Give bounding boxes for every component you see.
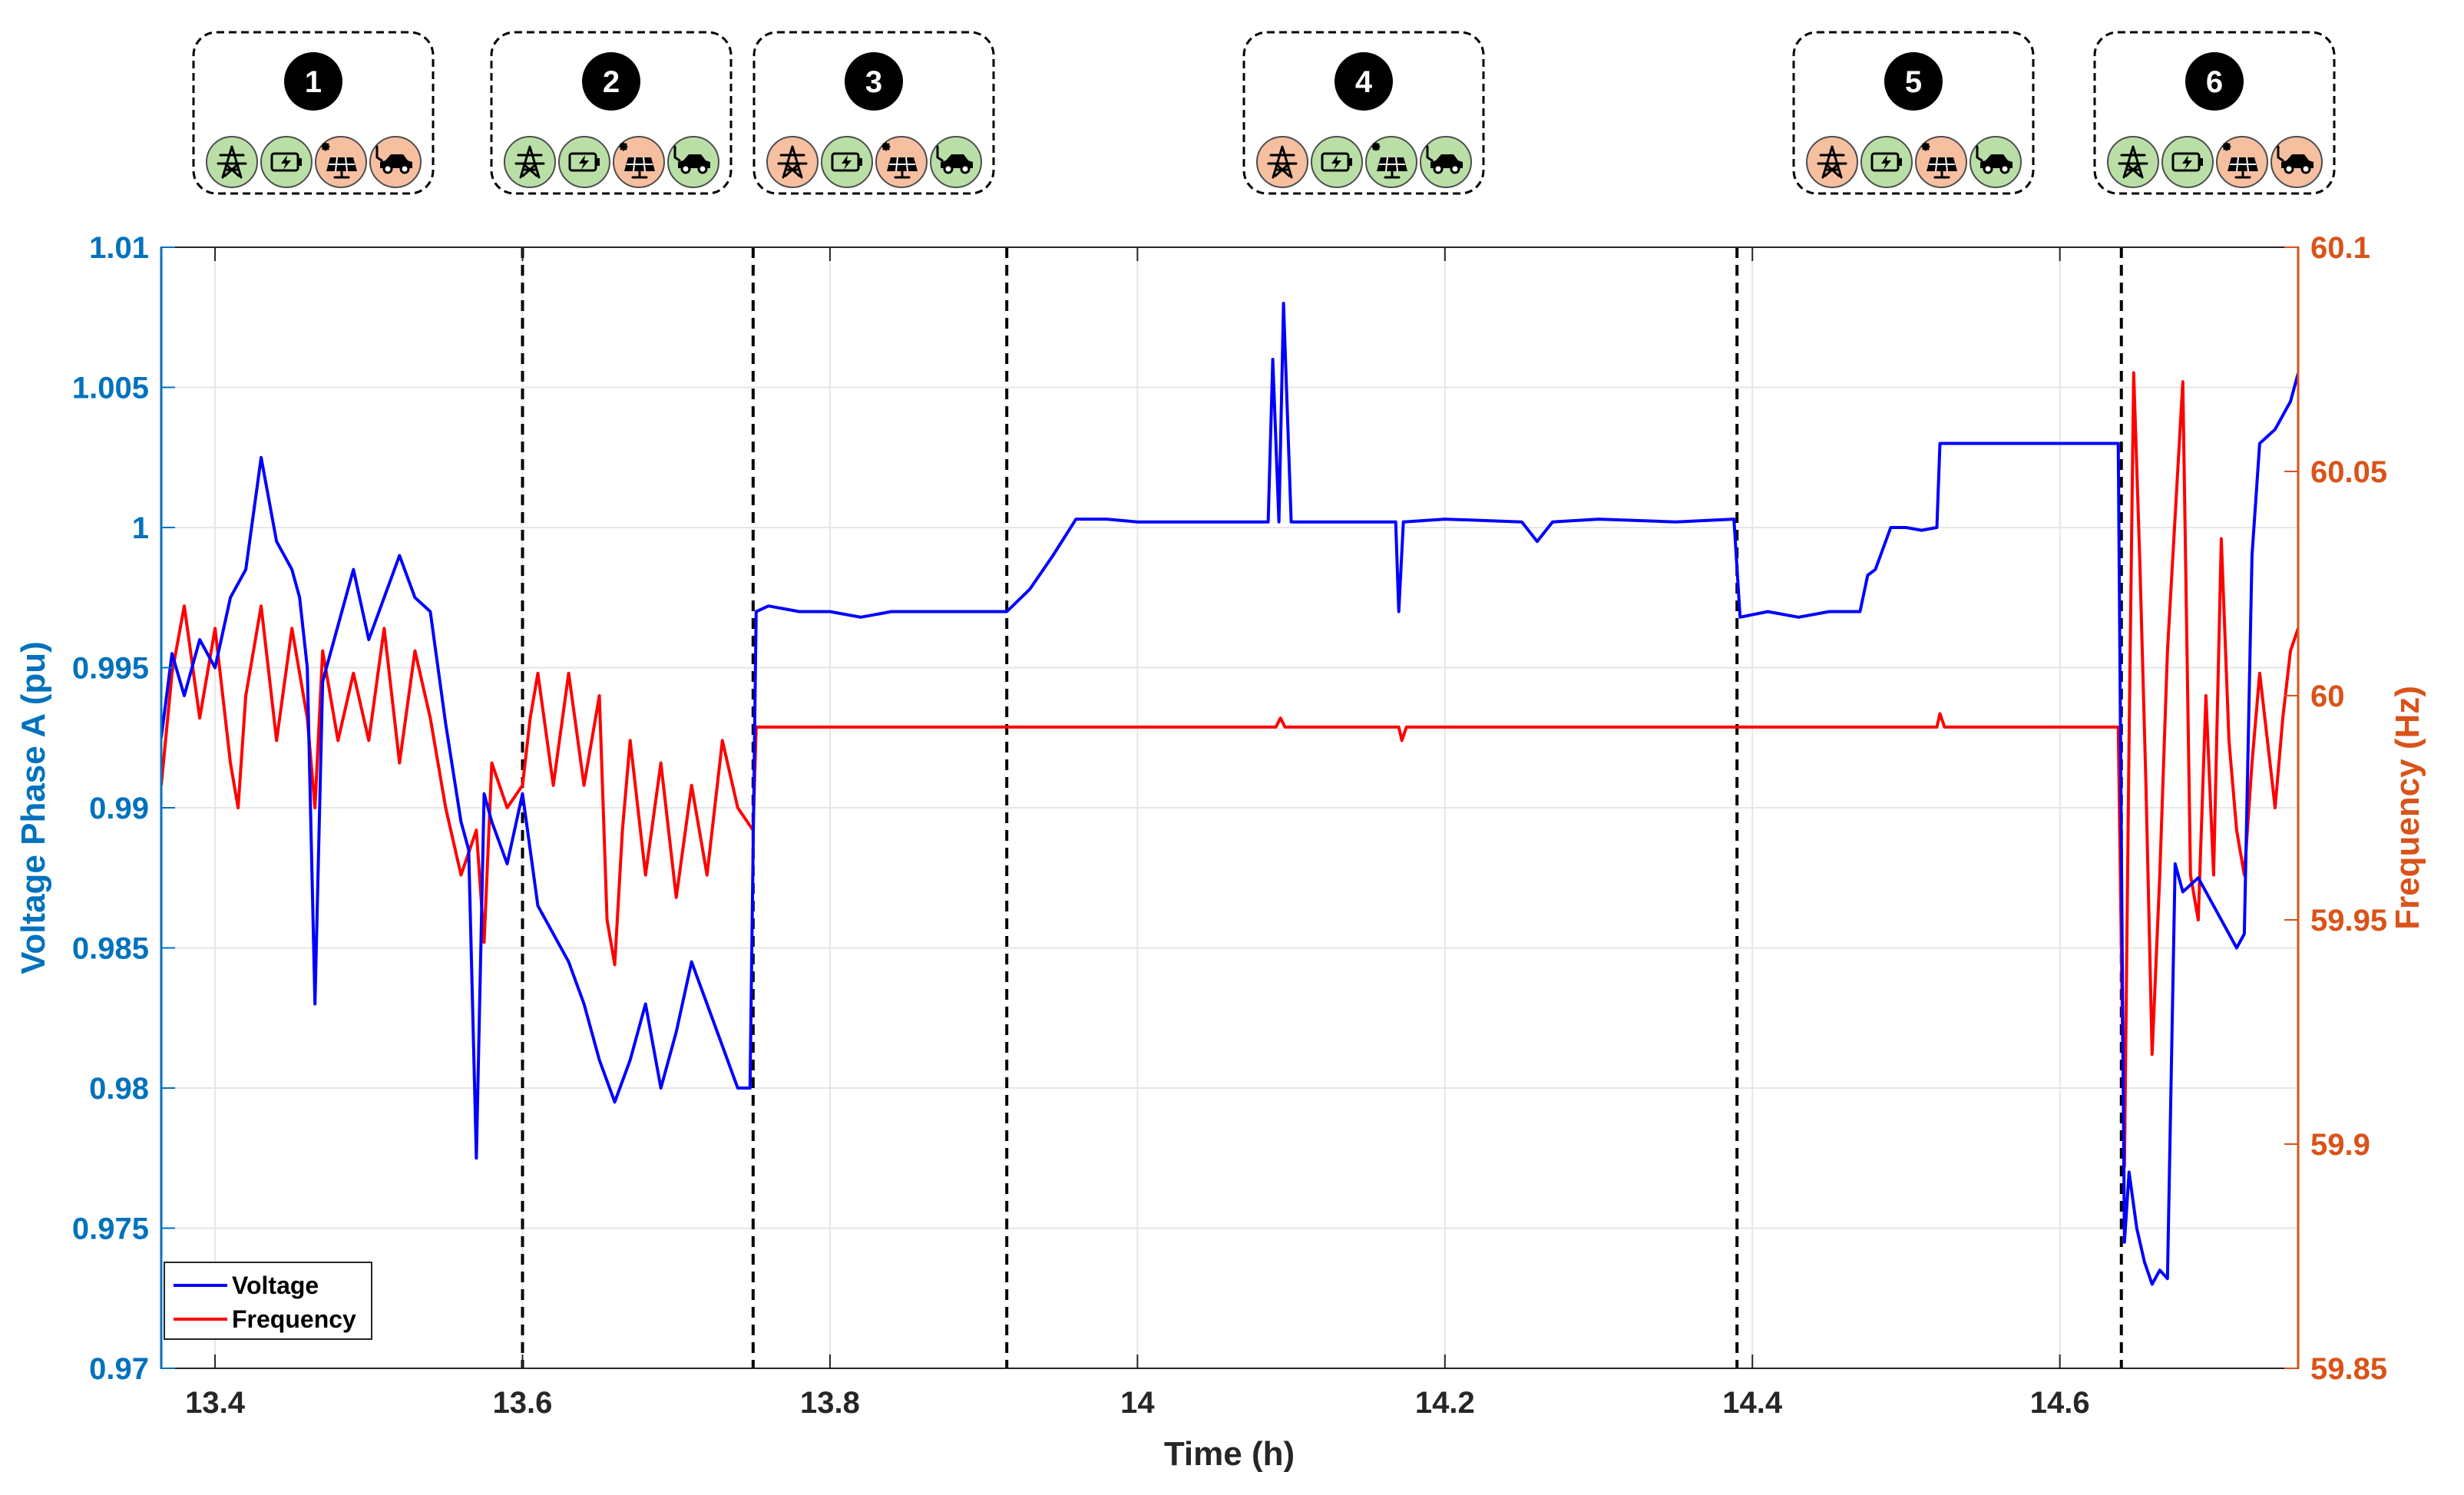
y-left-axis-label: Voltage Phase A (pu) <box>15 641 52 974</box>
phase-box-4: 4 <box>1242 31 1485 195</box>
legend-voltage-label: Voltage <box>232 1272 319 1299</box>
y-left-axis-ticks: 0.97 0.975 0.98 0.985 0.99 0.995 1 1.005 1.01 <box>72 231 175 1386</box>
series-voltage-line <box>161 302 2298 1286</box>
y-right-tick-label-4: 60.05 <box>2310 455 2387 489</box>
grid-tower-icon <box>2107 136 2159 188</box>
x-tick-label-2: 13.8 <box>800 1386 860 1420</box>
x-tick-label-3: 14 <box>1120 1386 1155 1420</box>
x-tick-label-6: 14.6 <box>2030 1386 2090 1420</box>
y-right-tick-label-0: 59.85 <box>2310 1352 2387 1386</box>
battery-icon <box>2161 136 2214 188</box>
solar-panel-icon <box>875 136 928 188</box>
ev-car-icon <box>2271 136 2323 188</box>
x-tick-label-1: 13.6 <box>493 1386 553 1420</box>
y-left-tick-label-0: 0.97 <box>89 1352 149 1386</box>
y-left-tick-label-4: 0.99 <box>89 792 149 825</box>
y-right-tick-label-5: 60.1 <box>2310 231 2370 265</box>
series-layer <box>161 302 2298 1286</box>
battery-icon <box>821 136 873 188</box>
x-tick-label-0: 13.4 <box>185 1386 246 1420</box>
phase-number-5: 5 <box>1905 65 1922 99</box>
phase-number-badge-5 <box>1884 52 1943 111</box>
solar-panel-icon <box>2216 136 2268 188</box>
legend: Voltage Frequency <box>164 1262 372 1340</box>
y-left-tick-label-7: 1.005 <box>72 372 149 405</box>
phase-box-3: 3 <box>752 31 995 195</box>
ev-car-icon <box>369 136 422 188</box>
y-left-tick-label-8: 1.01 <box>89 231 149 265</box>
phase-number-2: 2 <box>603 65 620 99</box>
legend-box <box>164 1262 372 1340</box>
battery-icon <box>1311 136 1363 188</box>
grid-tower-icon <box>766 136 819 188</box>
phase-number-badge-3 <box>845 52 903 111</box>
solar-panel-icon <box>1365 136 1417 188</box>
phase-number-1: 1 <box>305 65 322 99</box>
grid-tower-icon <box>1256 136 1308 188</box>
ev-car-icon <box>1970 136 2022 188</box>
grid-tower-icon <box>1806 136 1858 188</box>
y-right-axis-label: Frequency (Hz) <box>2389 686 2426 930</box>
solar-panel-icon <box>613 136 665 188</box>
ev-car-icon <box>667 136 719 188</box>
x-axis-label: Time (h) <box>1164 1435 1295 1473</box>
phase-number-3: 3 <box>865 65 882 99</box>
y-left-tick-label-5: 0.995 <box>72 652 149 686</box>
x-tick-label-5: 14.4 <box>1722 1386 1783 1420</box>
series-frequency-line <box>161 371 2298 1169</box>
phase-indicator-row: 1 2 3 4 5 6 <box>192 31 2336 195</box>
battery-icon <box>260 136 313 188</box>
legend-frequency-label: Frequency <box>232 1305 356 1333</box>
solar-panel-icon <box>1915 136 1967 188</box>
battery-icon <box>558 136 610 188</box>
phase-box-5: 5 <box>1792 31 2035 195</box>
grid-tower-icon <box>206 136 258 188</box>
phase-number-badge-2 <box>582 52 640 111</box>
phase-number-6: 6 <box>2206 65 2223 99</box>
x-axis-ticks: 13.4 13.6 13.8 14 14.2 14.4 14.6 <box>185 247 2090 1420</box>
y-right-axis-ticks: 59.85 59.9 59.95 60 60.05 60.1 <box>2284 231 2387 1386</box>
y-left-tick-label-1: 0.975 <box>72 1212 149 1246</box>
x-tick-label-4: 14.2 <box>1415 1386 1475 1420</box>
phase-box-1: 1 <box>192 31 435 195</box>
y-right-tick-label-2: 59.95 <box>2310 904 2387 938</box>
phase-number-badge-6 <box>2185 52 2244 111</box>
y-right-tick-label-1: 59.9 <box>2310 1128 2370 1162</box>
solar-panel-icon <box>315 136 367 188</box>
phase-box-6: 6 <box>2093 31 2336 195</box>
y-right-tick-label-3: 60 <box>2310 680 2345 713</box>
battery-icon <box>1860 136 1913 188</box>
ev-car-icon <box>930 136 982 188</box>
ev-car-icon <box>1420 136 1472 188</box>
phase-number-4: 4 <box>1355 65 1373 99</box>
phase-number-badge-1 <box>284 52 342 111</box>
grid-tower-icon <box>504 136 556 188</box>
phase-box-2: 2 <box>490 31 733 195</box>
phase-boundary-lines <box>521 247 2123 1368</box>
y-left-tick-label-2: 0.98 <box>89 1072 149 1106</box>
y-left-tick-label-3: 0.985 <box>72 932 149 966</box>
y-left-tick-label-6: 1 <box>132 511 149 545</box>
phase-number-badge-4 <box>1335 52 1393 111</box>
